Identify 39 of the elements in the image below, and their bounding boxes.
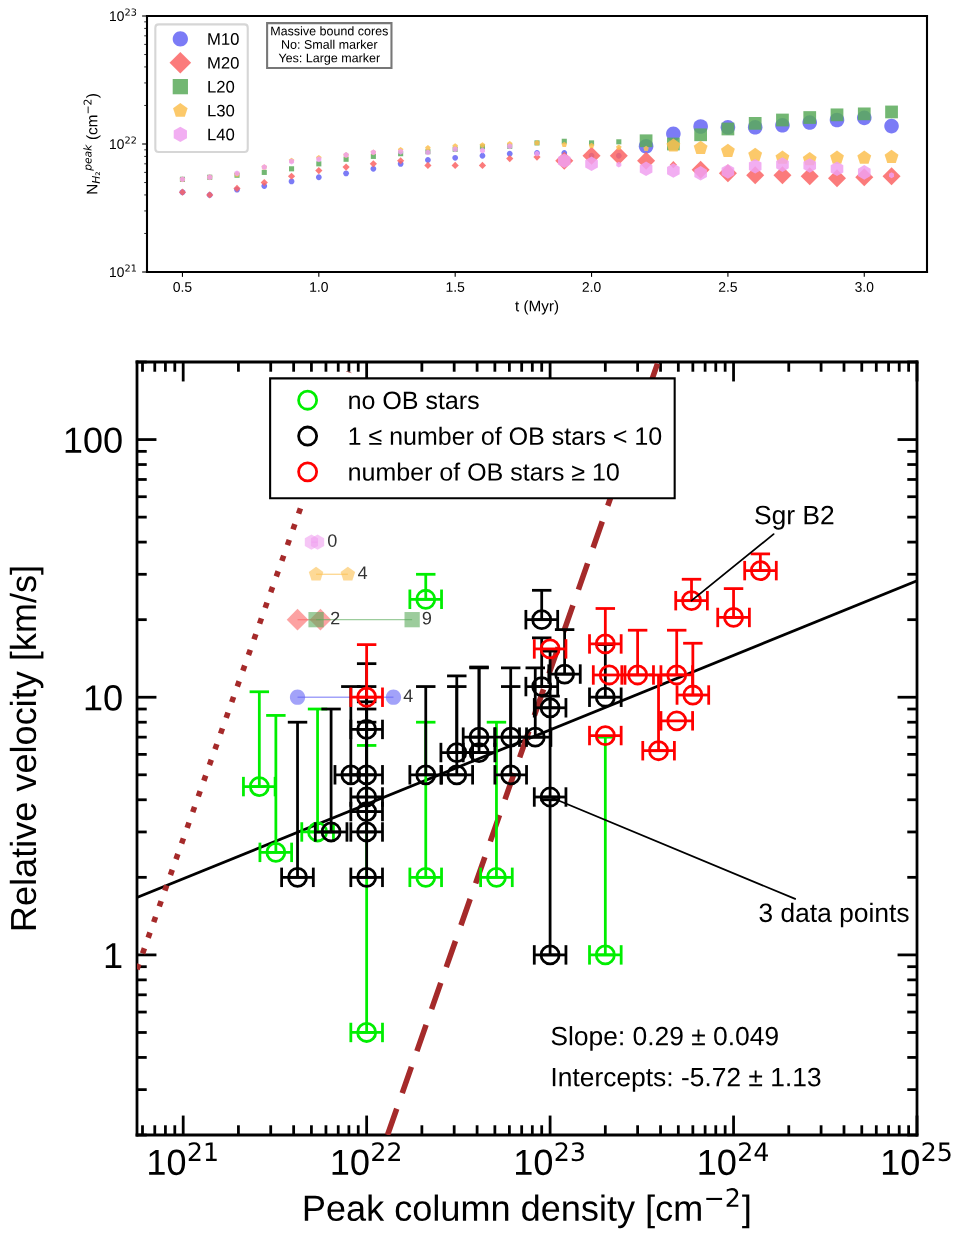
annotation: 2: [331, 611, 340, 625]
legend-label: M20: [208, 56, 239, 69]
x-axis-title: Peak column density [cm$^{−2}$]: [304, 1188, 750, 1229]
annotation: 3 data points: [759, 902, 909, 928]
legend-label: M10: [208, 33, 239, 45]
y-tick-label: 1: [105, 943, 122, 968]
annotation: Massive bound cores No: Small marker Yes: Large marker: [271, 26, 388, 65]
x-tick-label: 1.5: [446, 282, 465, 292]
y-axis-title: N$_{H₂}$$^{peak}$ (cm$^{−2}$): [83, 94, 101, 194]
legend-label: 1 ≤ number of OB stars < 10: [349, 426, 662, 446]
annotation: Sgr B2: [755, 505, 834, 530]
legend-label: L20: [208, 80, 235, 93]
x-tick-label: 10$^{23}$: [516, 1142, 584, 1176]
x-tick-label: 10$^{21}$: [149, 1142, 217, 1176]
annotation: Slope: 0.29 ± 0.049: [551, 1026, 778, 1051]
annotation: 0: [327, 534, 337, 547]
y-axis-title: Relative velocity [km/s]: [9, 567, 44, 930]
x-tick-label: 10$^{25}$: [882, 1142, 951, 1176]
legend-label: no OB stars: [349, 391, 479, 410]
x-tick-label: 0.5: [173, 282, 192, 292]
x-tick-label: 2.0: [582, 282, 601, 292]
annotation: Intercepts: -5.72 ± 1.13: [552, 1067, 821, 1092]
y-tick-label: 10: [85, 685, 122, 711]
x-tick-label: 10$^{22}$: [332, 1142, 400, 1176]
y-tick-label: 10$^{23}$: [110, 8, 137, 22]
y-tick-label: 100: [65, 427, 122, 454]
x-axis-title: t (Myr): [515, 300, 559, 315]
x-tick-label: 1.0: [310, 282, 328, 292]
x-tick-label: 3.0: [855, 282, 874, 292]
annotation: 4: [358, 566, 368, 579]
y-tick-label: 10$^{22}$: [110, 136, 136, 150]
legend-label: number of OB stars ≥ 10: [349, 462, 619, 481]
x-tick-label: 2.5: [718, 282, 737, 292]
annotation: 9: [422, 611, 432, 625]
annotation: 4: [403, 689, 413, 702]
x-tick-label: 10$^{24}$: [699, 1142, 768, 1176]
legend-label: L40: [208, 128, 235, 141]
legend-label: L30: [208, 104, 235, 117]
y-tick-label: 10$^{21}$: [110, 264, 136, 278]
